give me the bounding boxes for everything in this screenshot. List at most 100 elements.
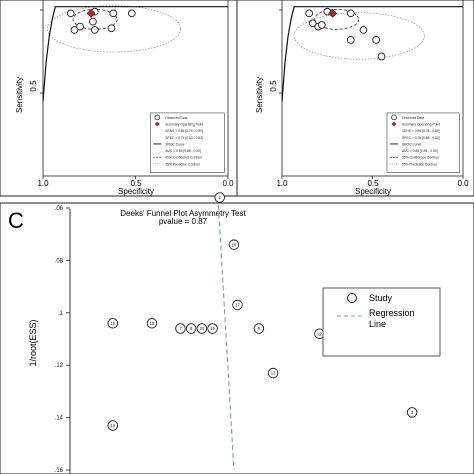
panel-a-legend-marker-2 bbox=[154, 121, 160, 127]
panel-a-legend-label-2: Summary Operating Point bbox=[165, 123, 203, 127]
panel-a-legend-label-6: AUC = 0.89 [0.86 - 0.92] bbox=[165, 149, 201, 153]
panel-c-study-point-9 bbox=[196, 323, 208, 334]
panel-b-observed-point-9 bbox=[372, 36, 380, 44]
panel-c-title: Deeks' Funnel Plot Asymmetry Test bbox=[120, 209, 246, 218]
panel-b-prediction-contour bbox=[293, 12, 425, 60]
panel-c-legend-line-label: Line bbox=[369, 319, 386, 329]
panel-a-observed-point-4 bbox=[127, 9, 136, 18]
panel-c-label: C bbox=[8, 208, 24, 233]
panel-c-legend-box bbox=[322, 287, 441, 357]
panel-a-legend-label-7: 95% Confidence Contour bbox=[165, 156, 203, 160]
panel-a-legend-label-1: Observed Data bbox=[165, 116, 187, 120]
panel-b-observed-point-4 bbox=[308, 19, 317, 28]
panel-b-legend-label-6: AUC = 0.88 [0.84 - 0.90] bbox=[402, 149, 438, 153]
panel-a-legend-label-4: SPEC = 0.74 [0.63 - 0.82] bbox=[165, 136, 203, 140]
panel-c-regression-line bbox=[217, 197, 235, 471]
panel-b-sroc-plot: Observed Data Summary Operating Point SENS… bbox=[255, 0, 469, 196]
panel-a-observed-point-7 bbox=[107, 24, 116, 33]
panel-c-funnel-plot: C Deeks' Funnel Plot Asymmetry Test pval… bbox=[0, 192, 474, 474]
panel-a-observed-point-3 bbox=[109, 9, 118, 18]
panel-a-legend-label-5: SROC Curve bbox=[165, 142, 184, 146]
panel-b-summary-point bbox=[328, 8, 338, 18]
panel-b-legend-label-1: Observed Data bbox=[402, 116, 424, 120]
panel-c-study-point-6 bbox=[146, 318, 158, 329]
panel-a-prediction-contour bbox=[47, 5, 182, 53]
panel-a-observed-point-9 bbox=[89, 17, 97, 26]
panel-a-observed-point-6 bbox=[90, 26, 99, 34]
panel-a-observed-point-8 bbox=[70, 26, 79, 34]
panel-c-study-label-14: 13 bbox=[271, 371, 276, 376]
panel-b-legend-label-8: 95% Prediction Contour bbox=[402, 162, 438, 166]
panel-a-data-layer bbox=[40, 0, 229, 179]
panel-b-sroc-curve bbox=[281, 6, 463, 102]
panel-b-x-axis-label: Specificity bbox=[355, 187, 391, 196]
panel-b-x-tick-1: 1.0 bbox=[276, 179, 288, 188]
panel-a-observed-point-1 bbox=[66, 9, 75, 18]
panel-a-legend: Observed Data Summary Operating Point SENS… bbox=[150, 112, 225, 173]
panel-a-observed-point-5 bbox=[76, 22, 84, 31]
panel-c-frame bbox=[0, 202, 474, 474]
panel-a-sroc-plot: Observed Data Summary Operating Point SENS… bbox=[15, 0, 234, 196]
panel-b-x-tick-3: 0.0 bbox=[457, 179, 469, 188]
panel-a-y-axis-label: Sensitivity bbox=[15, 77, 24, 113]
panel-c-study-label-10: 19 bbox=[210, 326, 215, 331]
panel-b-legend-label-2: Summary Operating Point bbox=[402, 123, 440, 127]
panel-a-x-axis-label: Specificity bbox=[118, 187, 154, 196]
panel-a-legend-label-3: SENS = 0.86 [0.79 - 0.90] bbox=[165, 129, 203, 133]
panel-c-study-point-3 bbox=[232, 299, 243, 311]
panel-b-legend: Observed Data Summary Operating Point SENS… bbox=[386, 112, 460, 173]
panel-c-study-point-8 bbox=[185, 323, 197, 334]
panel-c-study-point-2 bbox=[228, 239, 240, 250]
panel-b-legend-marker-1 bbox=[391, 114, 397, 121]
panel-c-y-tick-label-2: .08 bbox=[55, 258, 64, 264]
panel-c-y-tick-label-4: .12 bbox=[55, 363, 64, 369]
panel-a-y-tick-1: 0.5 bbox=[29, 80, 38, 92]
panel-c-study-label-3: 17 bbox=[235, 303, 240, 308]
panel-c-study-point-15 bbox=[406, 407, 418, 418]
panel-c-study-point-1 bbox=[214, 192, 225, 203]
panel-c-study-point-16 bbox=[107, 420, 119, 431]
panel-c-y-tick-label-6: .16 bbox=[55, 468, 64, 474]
panel-c-study-label-15: 3 bbox=[411, 410, 414, 415]
panel-c-y-tick-label-5: .14 bbox=[55, 416, 64, 422]
panel-c-study-label-1: 2 bbox=[219, 195, 222, 200]
panel-b-legend-label-4: SPEC = 0.76 [0.68 - 0.82] bbox=[402, 136, 440, 140]
panel-c-y-tick-label-1: .06 bbox=[55, 206, 64, 212]
panel-c-study-label-9: 20 bbox=[200, 326, 205, 331]
panel-b-observed-point-10 bbox=[377, 52, 386, 61]
panel-b-y-axis-label: Sensitivity bbox=[255, 77, 264, 113]
panel-b-x-tick-2: 0.5 bbox=[367, 179, 379, 188]
panel-a-x-tick-1: 1.0 bbox=[37, 179, 49, 188]
panel-b-data-layer bbox=[279, 0, 464, 179]
panel-c-study-point-5 bbox=[107, 318, 119, 329]
panel-b-legend-label-7: 95% Confidence Contour bbox=[402, 156, 440, 160]
panel-c-study-point-14 bbox=[267, 367, 279, 379]
panel-a-x-tick-3: 0.0 bbox=[222, 179, 234, 188]
panel-b-legend-marker-2 bbox=[391, 121, 397, 127]
panel-b-observed-point-6 bbox=[317, 21, 326, 29]
panel-a-legend-label-8: 95% Prediction Contour bbox=[165, 162, 201, 166]
panel-c-study-label-11: 9 bbox=[258, 326, 261, 331]
panel-a-legend-marker-1 bbox=[154, 114, 161, 121]
panel-a-legend-box bbox=[150, 112, 225, 173]
panel-c-legend-study-marker bbox=[347, 293, 357, 303]
panel-a-sroc-curve bbox=[42, 6, 228, 102]
panel-a-x-tick-2: 0.5 bbox=[130, 179, 142, 188]
panel-c-study-point-7 bbox=[175, 323, 186, 334]
panel-c-study-label-6: 18 bbox=[150, 321, 155, 326]
panel-c-study-point-11 bbox=[253, 323, 265, 334]
panel-c-y-axis-label: 1/root(ESS) bbox=[28, 319, 38, 366]
panel-c-legend-regression-label: Regression bbox=[369, 308, 415, 318]
panel-c-study-label-12: 12 bbox=[317, 331, 322, 336]
panel-b-legend-box bbox=[386, 112, 460, 173]
panel-c-legend-study-label: Study bbox=[369, 293, 393, 303]
panel-c-study-label-2: 16 bbox=[232, 242, 237, 247]
panel-c-legend: Study Regression Line bbox=[322, 287, 441, 357]
panel-b-confidence-contour bbox=[314, 8, 360, 30]
panel-b-legend-label-3: SENS = 0.84 [0.78 - 0.89] bbox=[402, 129, 440, 133]
panel-b-y-tick-1: 0.5 bbox=[269, 80, 278, 92]
panel-a-summary-point bbox=[86, 8, 96, 18]
panel-b-observed-point-1 bbox=[305, 9, 314, 18]
panel-b-legend-label-5: SROC Curve bbox=[402, 142, 421, 146]
